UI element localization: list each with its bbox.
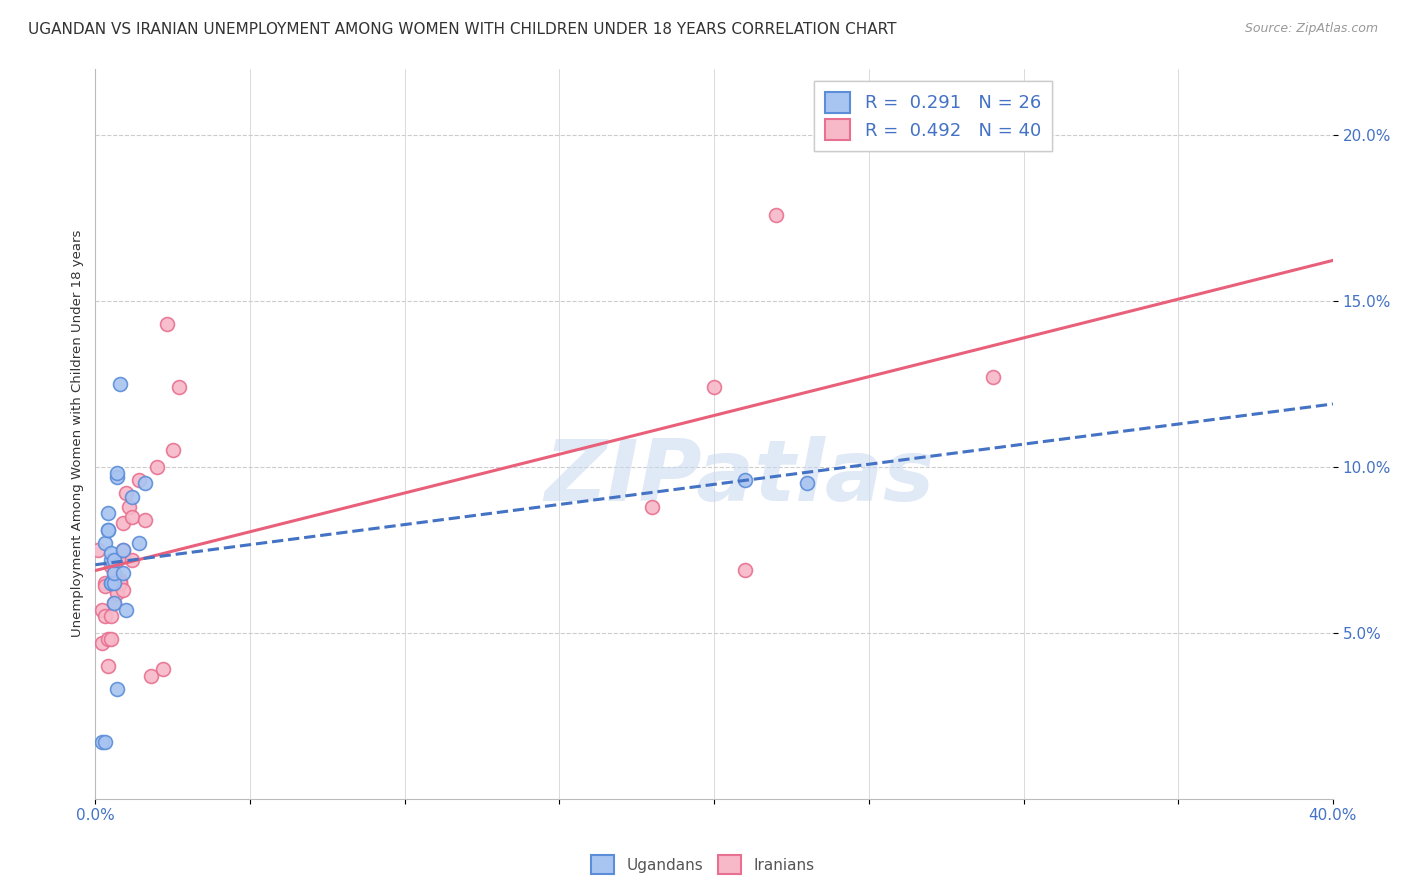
Point [108, 576, 131, 591]
Point [100, 546, 122, 560]
Point [128, 473, 150, 487]
Point [112, 582, 135, 597]
Point [103, 576, 125, 591]
Text: UGANDAN VS IRANIAN UNEMPLOYMENT AMONG WOMEN WITH CHILDREN UNDER 18 YEARS CORRELA: UGANDAN VS IRANIAN UNEMPLOYMENT AMONG WO… [28, 22, 897, 37]
Point [121, 553, 143, 567]
Point [734, 473, 756, 487]
Point [796, 476, 818, 491]
Point [118, 500, 141, 514]
Point [105, 586, 128, 600]
Point [146, 459, 169, 474]
Text: ZIPatlas: ZIPatlas [544, 436, 934, 519]
Point [112, 516, 135, 531]
Point [100, 559, 122, 574]
Point [734, 563, 756, 577]
Point [97, 523, 120, 537]
Point [105, 470, 128, 484]
Point [93, 579, 115, 593]
Point [112, 549, 135, 564]
Point [115, 486, 138, 500]
Point [162, 443, 184, 458]
Legend: R =  0.291   N = 26, R =  0.492   N = 40: R = 0.291 N = 26, R = 0.492 N = 40 [814, 81, 1052, 151]
Point [765, 208, 787, 222]
Point [105, 582, 128, 597]
Point [105, 553, 128, 567]
Point [139, 669, 162, 683]
Point [90, 735, 112, 749]
Point [134, 476, 156, 491]
Point [121, 509, 143, 524]
Point [108, 573, 131, 587]
Point [90, 636, 112, 650]
Point [97, 506, 120, 520]
Point [87, 542, 110, 557]
Point [97, 523, 120, 537]
Point [121, 490, 143, 504]
Point [167, 380, 190, 394]
Point [134, 513, 156, 527]
Point [103, 566, 125, 580]
Point [641, 500, 664, 514]
Point [100, 576, 122, 591]
Point [105, 467, 128, 481]
Point [93, 536, 115, 550]
Point [152, 662, 174, 676]
Point [108, 576, 131, 591]
Point [93, 576, 115, 591]
Point [100, 576, 122, 591]
Point [103, 596, 125, 610]
Point [112, 542, 135, 557]
Point [108, 376, 131, 391]
Point [981, 370, 1004, 384]
Point [100, 609, 122, 624]
Point [105, 682, 128, 697]
Point [97, 659, 120, 673]
Point [112, 542, 135, 557]
Text: Source: ZipAtlas.com: Source: ZipAtlas.com [1244, 22, 1378, 36]
Point [97, 632, 120, 647]
Point [93, 609, 115, 624]
Y-axis label: Unemployment Among Women with Children Under 18 years: Unemployment Among Women with Children U… [72, 230, 84, 637]
Point [115, 602, 138, 616]
Point [128, 536, 150, 550]
Point [103, 553, 125, 567]
Point [93, 735, 115, 749]
Point [100, 553, 122, 567]
Point [112, 566, 135, 580]
Legend: Ugandans, Iranians: Ugandans, Iranians [585, 849, 821, 880]
Point [703, 380, 725, 394]
Point [155, 317, 177, 331]
Point [90, 602, 112, 616]
Point [103, 566, 125, 580]
Point [103, 596, 125, 610]
Point [100, 632, 122, 647]
